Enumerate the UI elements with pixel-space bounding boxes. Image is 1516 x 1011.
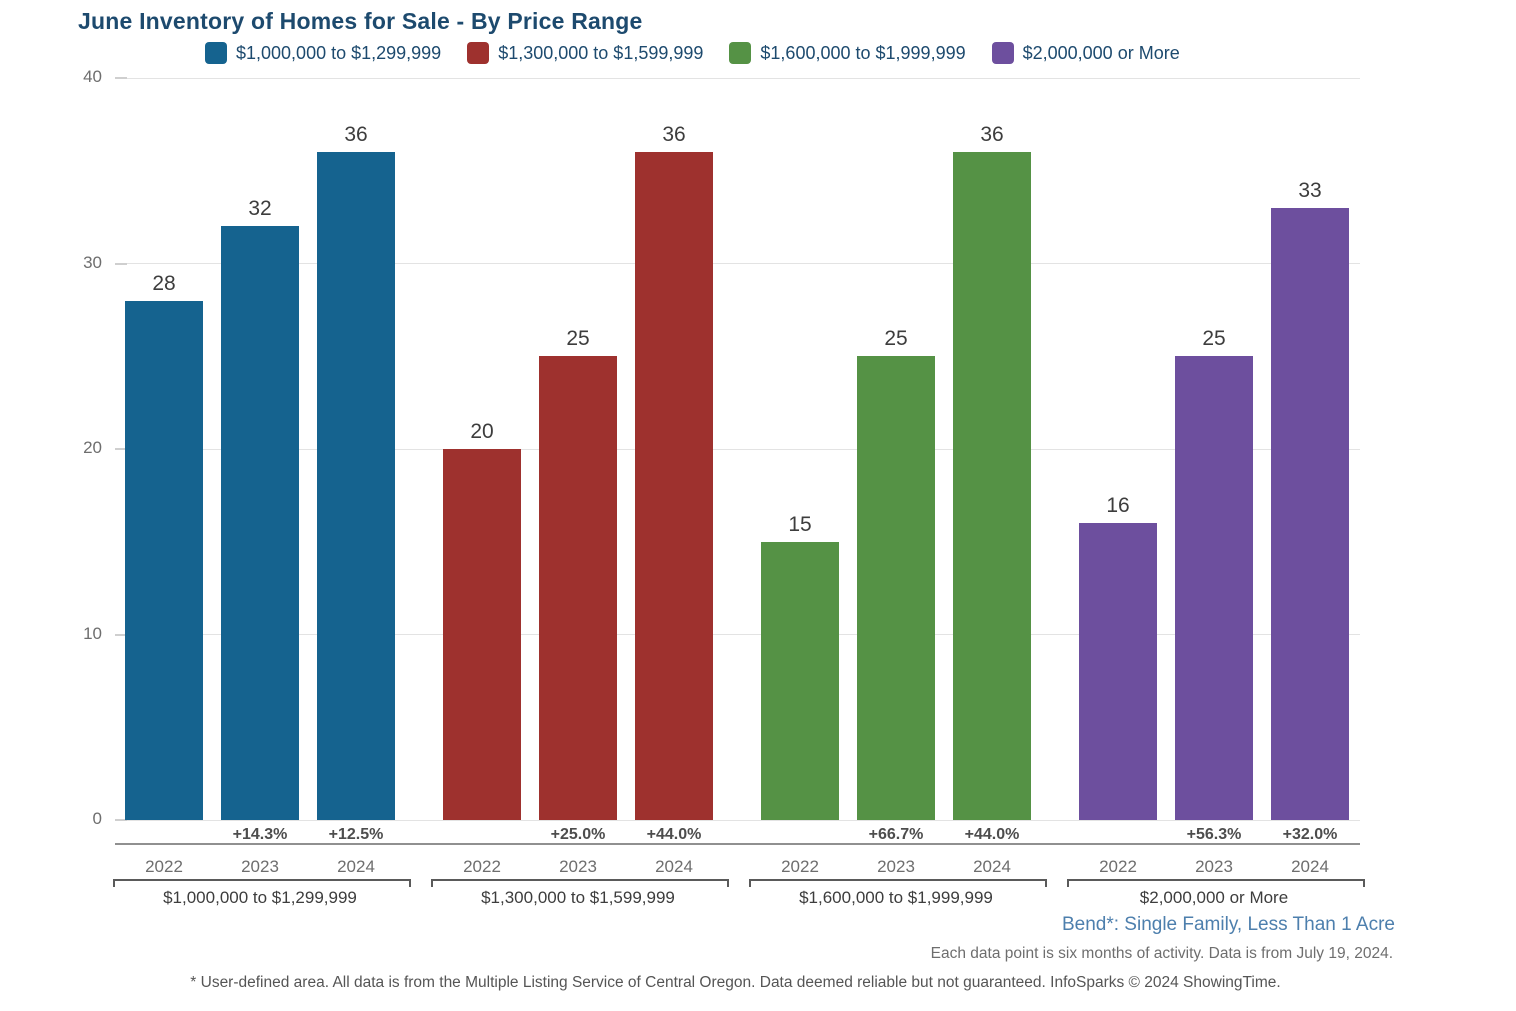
group-range-label: $1,000,000 to $1,299,999 [163,888,357,907]
bar[interactable] [635,152,713,820]
x-axis-year-label: 2022 [1099,857,1137,876]
pct-change-label: +66.7% [868,826,924,843]
x-axis-year-label: 2024 [973,857,1011,876]
bar-value-label: 25 [1202,327,1226,351]
legend-label: $2,000,000 or More [1022,42,1180,63]
group-range-label: $1,600,000 to $1,999,999 [799,888,993,907]
bar[interactable] [443,449,521,820]
pct-change-label: +12.5% [328,826,384,843]
y-axis-tick-label: 30 [83,252,102,272]
legend-label: $1,000,000 to $1,299,999 [236,42,442,63]
footer-disclaimer: * User-defined area. All data is from th… [190,974,1281,991]
legend-label: $1,300,000 to $1,599,999 [498,42,704,63]
legend: $1,000,000 to $1,299,999 $1,300,000 to $1… [205,42,1180,64]
group-bracket [749,879,1047,887]
bar[interactable] [317,152,395,820]
x-axis-year-label: 2022 [145,857,183,876]
bar[interactable] [1271,207,1349,820]
bar[interactable] [1079,523,1157,820]
legend-swatch-icon [205,42,227,64]
bar[interactable] [221,226,299,820]
bar[interactable] [125,300,203,820]
group-bracket [1067,879,1365,887]
y-axis-tick-label: 0 [92,809,102,828]
y-axis-tick-mark [115,77,127,79]
axis-separator-line [115,843,1360,845]
bar-value-label: 33 [1298,178,1322,202]
y-axis-tick-mark [115,633,127,636]
y-axis-tick-mark [115,819,127,821]
y-axis-tick-mark [115,448,127,450]
bar[interactable] [761,541,839,820]
legend-item: $1,000,000 to $1,299,999 [205,42,441,64]
x-axis-year-label: 2023 [1195,857,1233,876]
x-axis-year-label: 2024 [337,857,375,876]
x-axis-year-label: 2023 [559,857,597,876]
bar-value-label: 36 [662,123,686,147]
legend-item: $1,300,000 to $1,599,999 [467,42,703,64]
pct-change-label: +44.0% [964,826,1020,843]
bar-value-label: 16 [1106,494,1130,518]
group-bracket [431,879,729,887]
x-axis-year-label: 2024 [1291,857,1329,876]
y-axis-tick-label: 40 [83,67,102,86]
bar[interactable] [539,356,617,820]
pct-change-label: +25.0% [550,826,606,843]
y-axis-tick-label: 10 [83,623,102,643]
legend-label: $1,600,000 to $1,999,999 [760,42,966,63]
legend-item: $1,600,000 to $1,999,999 [729,42,966,64]
pct-change-label: +32.0% [1282,826,1338,843]
bar-value-label: 32 [248,197,272,221]
y-axis-tick-label: 20 [83,438,102,457]
pct-change-label: +14.3% [232,826,288,843]
legend-swatch-icon [991,42,1014,64]
gridline [115,77,1360,79]
bar-value-label: 36 [980,123,1004,147]
x-axis-year-label: 2023 [241,857,279,876]
gridline [115,263,1360,264]
chart-title: June Inventory of Homes for Sale - By Pr… [78,8,643,34]
pct-change-label: +44.0% [646,826,702,843]
group-range-label: $2,000,000 or More [1139,888,1289,907]
x-axis-year-label: 2022 [781,857,819,876]
group-range-label: $1,300,000 to $1,599,999 [481,888,675,907]
bar-value-label: 28 [152,271,176,295]
bar-value-label: 36 [344,123,368,147]
legend-item: $2,000,000 or More [991,42,1180,64]
data-note: Each data point is six months of activit… [930,945,1393,962]
group-bracket [113,879,411,887]
gridline [115,448,1360,450]
bar-value-label: 25 [566,327,590,351]
x-axis-year-label: 2024 [655,857,693,876]
bar[interactable] [953,152,1031,820]
y-axis-tick-mark [115,262,127,265]
legend-swatch-icon [467,42,490,64]
area-filter-label: Bend*: Single Family, Less Than 1 Acre [1061,914,1395,935]
pct-change-label: +56.3% [1186,826,1242,843]
x-axis-year-label: 2022 [463,857,501,876]
bar-value-label: 20 [470,420,494,443]
bar-value-label: 15 [788,512,812,536]
bar[interactable] [857,356,935,820]
gridline [115,634,1360,635]
legend-swatch-icon [729,42,752,64]
bar-value-label: 25 [884,327,908,351]
bar[interactable] [1175,356,1253,820]
x-axis-year-label: 2023 [877,857,915,876]
gridline [115,819,1360,821]
